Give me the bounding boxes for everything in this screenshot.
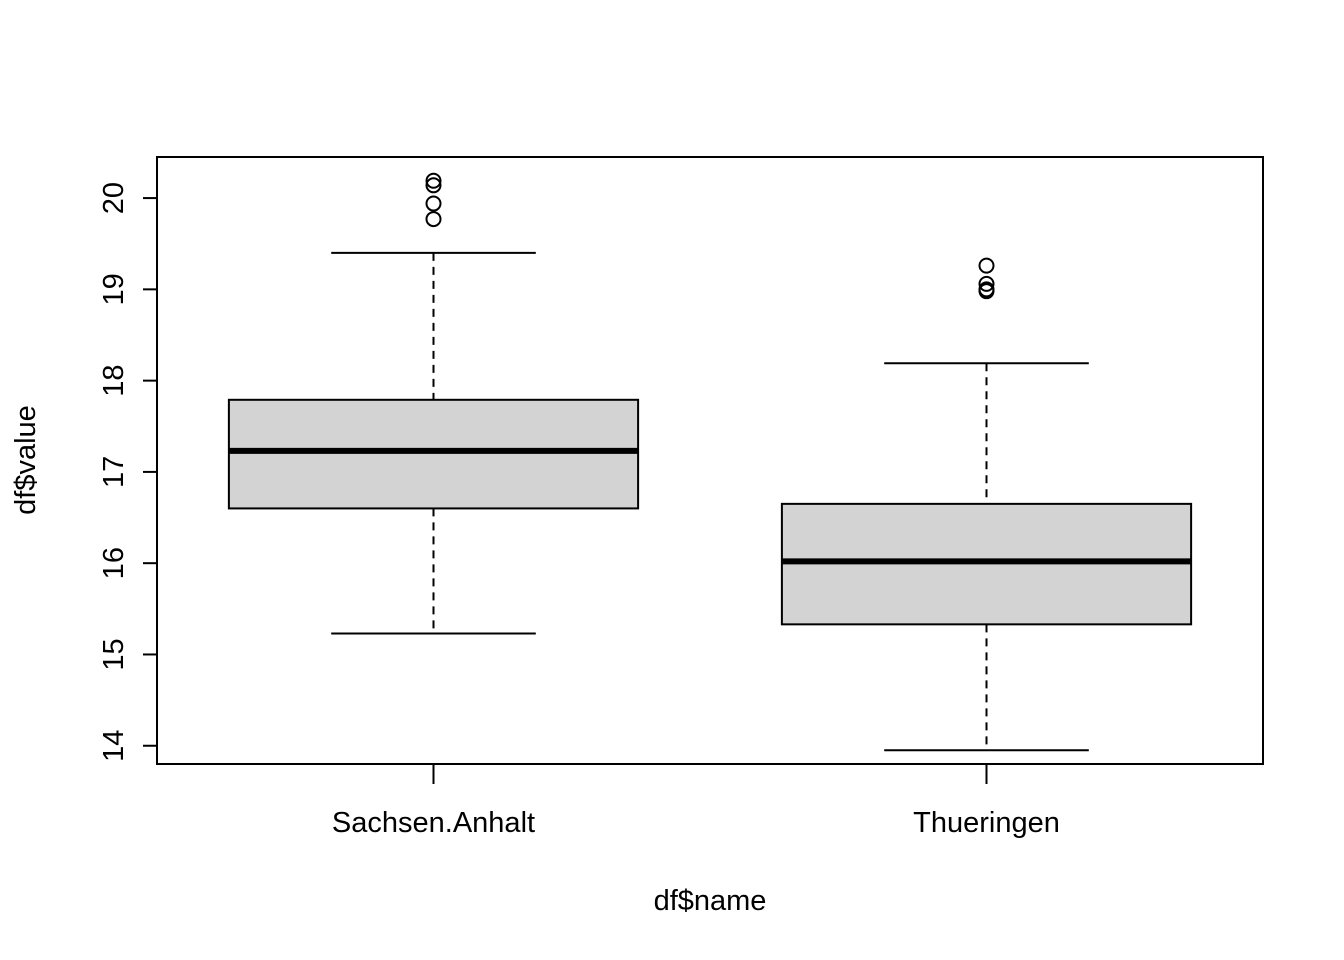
outlier-point <box>425 172 442 189</box>
box-group-2 <box>780 257 1193 752</box>
x-axis-title: df$name <box>654 885 767 917</box>
y-tick-label: 19 <box>98 273 130 305</box>
y-tick-label: 18 <box>98 364 130 396</box>
y-tick-label: 20 <box>98 182 130 214</box>
x-tick-label: Sachsen.Anhalt <box>332 807 535 839</box>
y-tick-label: 14 <box>98 730 130 762</box>
outlier-point <box>978 281 995 298</box>
x-tick-label: Thueringen <box>913 807 1060 839</box>
plot-area <box>227 172 1193 752</box>
y-axis-title: df$value <box>10 405 42 515</box>
outlier-point <box>425 211 442 228</box>
y-tick-label: 16 <box>98 547 130 579</box>
box-group-1 <box>227 172 640 635</box>
axes: 14 15 16 17 18 19 20 Sachsen.Anhalt Thueringen <box>98 156 1264 839</box>
outlier-point <box>425 177 442 194</box>
outlier-point <box>978 257 995 274</box>
outlier-point <box>425 195 442 212</box>
y-tick-label: 17 <box>98 456 130 488</box>
plot-frame <box>156 156 1264 765</box>
iqr-box <box>227 398 640 510</box>
outlier-point <box>978 275 995 292</box>
y-tick-label: 15 <box>98 638 130 670</box>
